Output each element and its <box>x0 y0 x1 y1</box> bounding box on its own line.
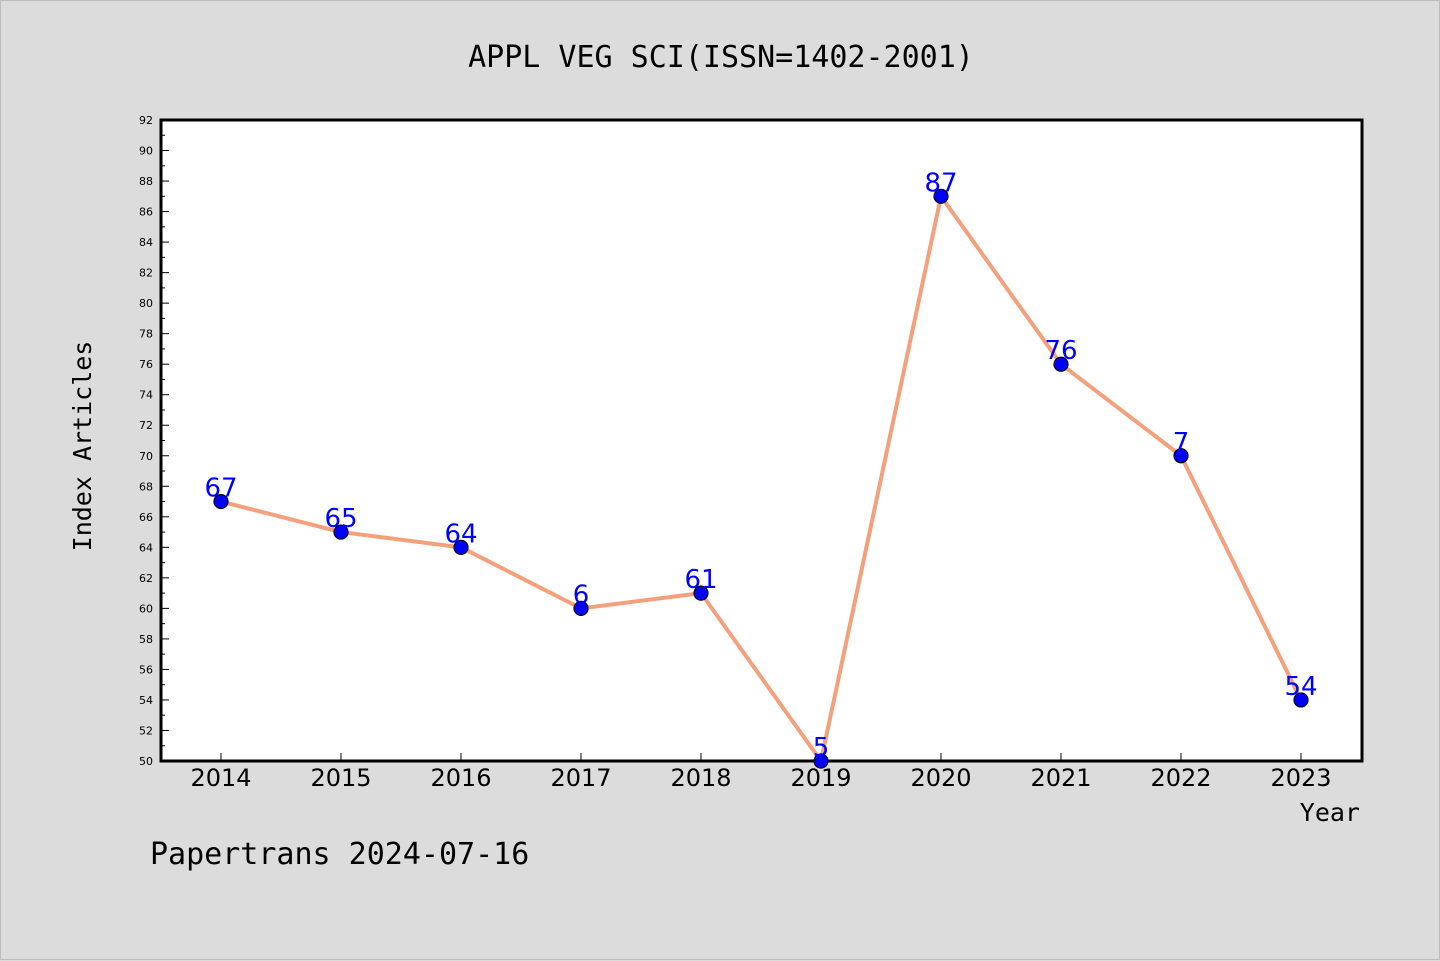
y-tick-label: 80 <box>139 297 153 310</box>
y-tick-label: 68 <box>139 480 153 493</box>
data-label: 67 <box>204 474 237 504</box>
y-tick-label: 56 <box>139 663 153 676</box>
y-tick-label: 62 <box>139 572 153 585</box>
series-index-articles: 67 65 64 6 61 5 87 76 7 54 <box>204 168 1318 769</box>
y-tick-label: 86 <box>139 206 153 219</box>
data-point <box>333 524 349 540</box>
x-tick-label: 2022 <box>1150 764 1211 792</box>
x-tick-label: 2021 <box>1030 764 1091 792</box>
data-label: 64 <box>444 519 477 549</box>
x-tick-label: 2023 <box>1270 764 1331 792</box>
data-label: 7 <box>1173 428 1190 458</box>
y-tick-label: 52 <box>139 724 153 737</box>
y-tick-label: 70 <box>139 450 153 463</box>
x-tick-label: 2018 <box>670 764 731 792</box>
data-point <box>933 188 949 204</box>
data-label: 6 <box>573 580 590 610</box>
y-tick-label: 82 <box>139 267 153 280</box>
chart-title: APPL VEG SCI(ISSN=1402-2001) <box>468 40 974 75</box>
x-tick-label: 2017 <box>550 764 611 792</box>
y-tick-label: 58 <box>139 633 153 646</box>
data-point <box>813 753 829 769</box>
data-label: 5 <box>813 733 830 763</box>
data-point <box>693 585 709 601</box>
y-tick-label: 92 <box>139 114 153 127</box>
y-tick-label: 72 <box>139 419 153 432</box>
data-point <box>213 493 229 510</box>
data-point <box>1293 692 1309 708</box>
x-tick-label: 2016 <box>430 764 491 792</box>
footer-credit: Papertrans 2024-07-16 <box>150 837 529 872</box>
data-label: 54 <box>1284 672 1317 702</box>
y-tick-label: 84 <box>139 236 153 249</box>
data-point <box>453 539 469 555</box>
x-tick-label: 2020 <box>910 764 971 792</box>
data-label: 87 <box>924 168 957 198</box>
y-tick-label: 88 <box>139 175 153 188</box>
y-tick-label: 76 <box>139 358 153 371</box>
data-label: 61 <box>684 565 717 595</box>
y-axis-label: Index Articles <box>68 341 97 552</box>
y-tick-label: 54 <box>139 694 153 707</box>
data-label: 65 <box>324 504 357 534</box>
data-point <box>573 600 589 616</box>
x-tick-label: 2014 <box>190 764 251 792</box>
y-tick-label: 74 <box>139 389 153 402</box>
y-axis: 50 52 54 56 58 60 62 64 66 68 70 72 74 76 78 80 82 84 86 88… <box>139 114 169 768</box>
x-tick-label: 2015 <box>310 764 371 792</box>
y-tick-label: 64 <box>139 541 153 554</box>
y-tick-label: 78 <box>139 328 153 341</box>
y-tick-label: 60 <box>139 602 153 615</box>
x-tick-label: 2019 <box>790 764 851 792</box>
y-tick-label: 66 <box>139 511 153 524</box>
y-tick-label: 50 <box>139 755 153 768</box>
data-point <box>1053 356 1069 372</box>
data-point <box>1173 448 1189 464</box>
y-tick-label: 90 <box>139 145 153 158</box>
series-line <box>220 194 1303 763</box>
x-axis: 2014 2015 2016 2017 2018 2019 2020 2021 2022 2023 <box>190 753 1332 792</box>
x-axis-label: Year <box>1300 798 1360 827</box>
data-label: 76 <box>1044 336 1077 366</box>
